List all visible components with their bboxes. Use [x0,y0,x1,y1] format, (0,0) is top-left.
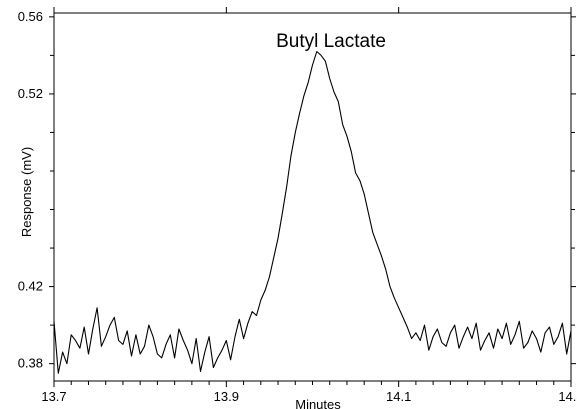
y-tick-label: 0.42 [18,279,43,294]
x-tick-label: 14.1 [386,389,411,404]
axis-tick-labels: 13.7 13.9 14.1 14.3 0.38 0.42 0.52 0.56 [18,9,577,404]
response-trace [53,50,572,374]
x-tick-label: 13.9 [214,389,239,404]
plot-frame [53,12,572,382]
x-tick-label: 14.3 [558,389,577,404]
x-tick-label: 13.7 [41,389,66,404]
x-axis-title: Minutes [295,397,341,409]
axis-ticks [49,7,576,387]
chart-title: Butyl Lactate [276,31,386,52]
y-axis-title: Response (mV) [19,147,34,237]
y-tick-label: 0.38 [18,356,43,371]
y-tick-label: 0.52 [18,86,43,101]
y-tick-label: 0.56 [18,9,43,24]
